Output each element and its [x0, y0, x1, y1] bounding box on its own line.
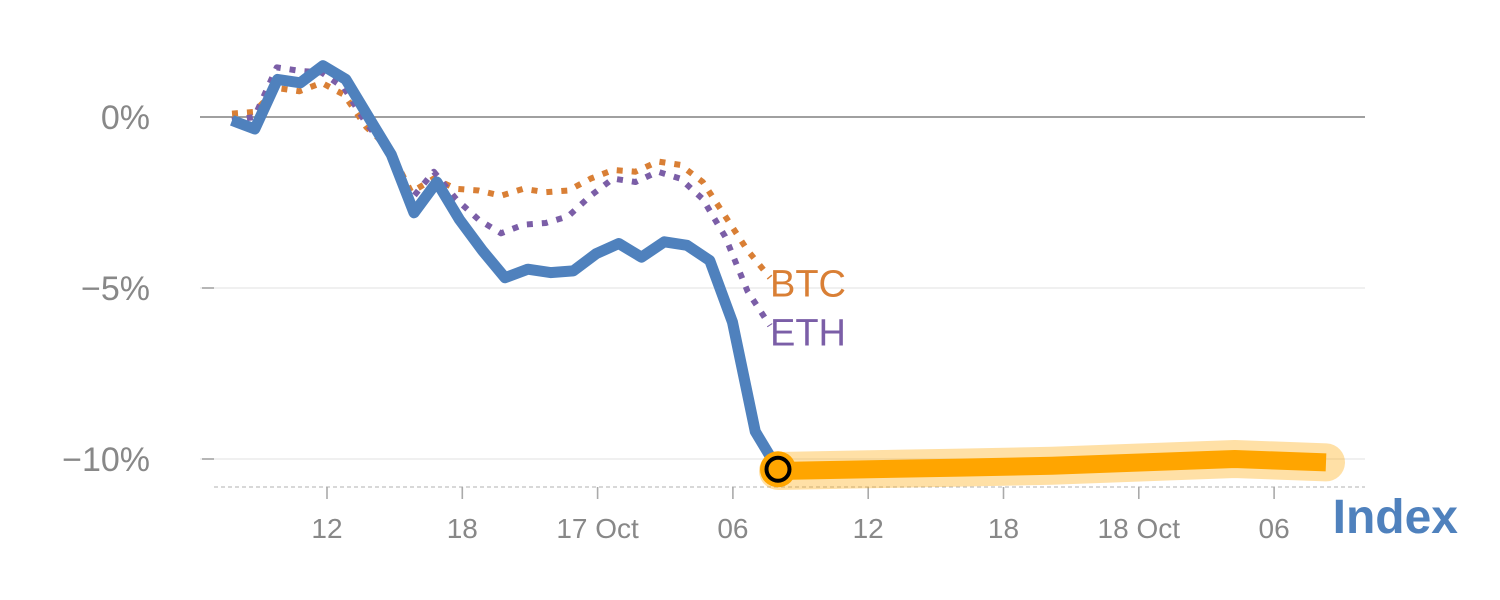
x-tick-label-5: 18 — [988, 513, 1019, 544]
x-tick-label-4: 12 — [853, 513, 884, 544]
x-tick-label-0: 12 — [311, 513, 342, 544]
eth-series-label: ETH — [770, 313, 846, 355]
x-tick-label-1: 18 — [447, 513, 478, 544]
axes: 0% −5% −10% 12 18 17 Oct 06 12 18 18 Oct 06 — [62, 99, 1365, 544]
labels: BTC ETH Index — [770, 264, 1458, 544]
index-title: Index — [1333, 491, 1459, 544]
y-tick-label-1: −5% — [81, 270, 150, 308]
projection-line — [777, 450, 1327, 480]
current-marker — [764, 455, 792, 483]
series-index-line — [230, 60, 783, 473]
series-eth-line — [231, 64, 773, 328]
series-lines — [230, 60, 1345, 490]
x-tick-label-7: 06 — [1259, 513, 1290, 544]
x-tick-label-3: 06 — [717, 513, 748, 544]
btc-series-label: BTC — [770, 264, 846, 306]
x-tick-label-2: 17 Oct — [556, 513, 639, 544]
x-tick-label-6: 18 Oct — [1098, 513, 1181, 544]
y-tick-label-0: 0% — [101, 99, 150, 137]
y-tick-label-2: −10% — [62, 441, 150, 479]
